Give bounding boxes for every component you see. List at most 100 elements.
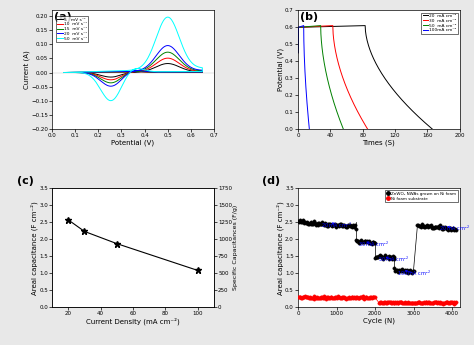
50  mV s⁻¹ [108, 99, 114, 103]
50  mV s⁻¹ [165, 15, 171, 19]
10  mV s⁻¹ [165, 56, 171, 60]
20  mV s⁻¹ [187, 65, 192, 69]
Legend: 5   mV s⁻¹, 10  mV s⁻¹, 15  mV s⁻¹, 20  mV s⁻¹, 50  mV s⁻¹: 5 mV s⁻¹, 10 mV s⁻¹, 15 mV s⁻¹, 20 mV s⁻… [56, 16, 88, 42]
X-axis label: Potential (V): Potential (V) [111, 140, 155, 146]
20  mA cm⁻² [413, 112, 419, 116]
30  mA cm⁻² [363, 124, 368, 128]
10  mV s⁻¹ [187, 67, 192, 71]
Text: (b): (b) [300, 11, 318, 21]
20  mV s⁻¹ [165, 43, 171, 48]
15  mV s⁻¹ [165, 50, 171, 54]
Text: 20 mA cm$^{-2}$: 20 mA cm$^{-2}$ [321, 220, 353, 229]
50  mA cm⁻² [305, 24, 311, 29]
5   mV s⁻¹ [61, 70, 66, 75]
Line: 15  mV s⁻¹: 15 mV s⁻¹ [64, 52, 202, 83]
15  mV s⁻¹ [174, 70, 180, 74]
Y-axis label: Current (A): Current (A) [23, 50, 30, 89]
50  mV s⁻¹ [132, 67, 138, 71]
50  mV s⁻¹ [153, 70, 158, 74]
30  mA cm⁻² [339, 72, 345, 76]
10  mV s⁻¹ [108, 78, 114, 82]
5   mV s⁻¹ [174, 70, 180, 75]
15  mV s⁻¹ [108, 81, 114, 85]
50  mA cm⁻² [335, 112, 341, 116]
Y-axis label: Potential (V): Potential (V) [277, 48, 284, 91]
20  mV s⁻¹ [153, 70, 158, 74]
50  mA cm⁻² [340, 127, 346, 131]
20  mV s⁻¹ [110, 70, 116, 74]
Y-axis label: Areal capacitance (F cm⁻²): Areal capacitance (F cm⁻²) [30, 201, 38, 295]
15  mV s⁻¹ [129, 70, 135, 74]
Text: 30 mA cm$^{-2}$: 30 mA cm$^{-2}$ [358, 239, 389, 249]
50  mV s⁻¹ [61, 70, 66, 75]
Line: 20  mA cm⁻²: 20 mA cm⁻² [298, 26, 432, 129]
20  mV s⁻¹ [61, 70, 66, 75]
Text: (a): (a) [54, 11, 72, 21]
Y-axis label: Areal capacitance (F cm⁻²): Areal capacitance (F cm⁻²) [276, 201, 284, 295]
30  mA cm⁻² [365, 127, 370, 131]
X-axis label: Current Density (mA cm⁻²): Current Density (mA cm⁻²) [86, 318, 180, 325]
100mA cm⁻² [302, 71, 308, 76]
5   mV s⁻¹ [61, 70, 66, 75]
X-axis label: Cycle (N): Cycle (N) [363, 318, 395, 324]
20  mA cm⁻² [332, 24, 338, 28]
100mA cm⁻² [298, 24, 303, 29]
20  mA cm⁻² [379, 71, 384, 76]
10  mV s⁻¹ [129, 70, 135, 74]
20  mA cm⁻² [362, 23, 368, 28]
Text: (d): (d) [263, 176, 281, 186]
Text: (c): (c) [17, 176, 34, 186]
100mA cm⁻² [302, 72, 308, 76]
50  mA cm⁻² [323, 71, 329, 76]
20  mV s⁻¹ [174, 70, 180, 74]
50  mA cm⁻² [318, 23, 324, 28]
10  mV s⁻¹ [61, 70, 66, 75]
5   mV s⁻¹ [187, 68, 192, 72]
Text: 100 mA cm$^{-2}$: 100 mA cm$^{-2}$ [397, 268, 432, 278]
Line: 30  mA cm⁻²: 30 mA cm⁻² [298, 26, 367, 129]
50  mA cm⁻² [295, 51, 301, 55]
50  mA cm⁻² [308, 24, 313, 28]
5   mV s⁻¹ [110, 70, 116, 74]
Line: 50  mA cm⁻²: 50 mA cm⁻² [298, 26, 343, 129]
50  mA cm⁻² [324, 72, 329, 76]
Line: 10  mV s⁻¹: 10 mV s⁻¹ [64, 58, 202, 80]
Line: 5   mV s⁻¹: 5 mV s⁻¹ [64, 63, 202, 77]
5   mV s⁻¹ [132, 70, 138, 74]
X-axis label: Times (S): Times (S) [363, 140, 395, 146]
5   mV s⁻¹ [129, 70, 135, 74]
Line: 100mA cm⁻²: 100mA cm⁻² [298, 26, 310, 129]
Legend: 20  mA cm⁻², 30  mA cm⁻², 50  mA cm⁻², 100mA cm⁻²: 20 mA cm⁻², 30 mA cm⁻², 50 mA cm⁻², 100m… [421, 12, 457, 34]
Text: 50 mA cm$^{-2}$: 50 mA cm$^{-2}$ [378, 255, 410, 264]
50  mV s⁻¹ [187, 58, 192, 62]
Y-axis label: Specific Capacitances (F/g): Specific Capacitances (F/g) [234, 205, 238, 290]
Text: 20 mA cm$^{-2}$: 20 mA cm$^{-2}$ [438, 224, 470, 233]
100mA cm⁻² [305, 112, 311, 116]
30  mA cm⁻² [315, 24, 320, 28]
10  mV s⁻¹ [174, 70, 180, 75]
50  mA cm⁻² [339, 124, 345, 128]
5   mV s⁻¹ [108, 75, 114, 79]
Line: 50  mV s⁻¹: 50 mV s⁻¹ [64, 17, 202, 101]
50  mV s⁻¹ [129, 69, 135, 73]
100mA cm⁻² [295, 51, 301, 55]
20  mV s⁻¹ [108, 84, 114, 88]
20  mV s⁻¹ [132, 69, 138, 73]
Legend: ZnWO₄ NWAs grown on Ni foam, Ni foam substrate: ZnWO₄ NWAs grown on Ni foam, Ni foam sub… [385, 190, 458, 202]
15  mV s⁻¹ [110, 70, 116, 74]
30  mA cm⁻² [338, 71, 344, 76]
30  mA cm⁻² [310, 24, 316, 29]
10  mV s⁻¹ [61, 70, 66, 75]
20  mA cm⁻² [426, 124, 431, 128]
Line: 20  mV s⁻¹: 20 mV s⁻¹ [64, 46, 202, 86]
100mA cm⁻² [306, 124, 312, 128]
15  mV s⁻¹ [132, 69, 138, 73]
20  mV s⁻¹ [129, 70, 135, 74]
50  mV s⁻¹ [61, 70, 66, 75]
15  mV s⁻¹ [61, 70, 66, 75]
50  mV s⁻¹ [110, 69, 116, 73]
100mA cm⁻² [299, 24, 304, 28]
15  mV s⁻¹ [187, 66, 192, 70]
10  mV s⁻¹ [132, 70, 138, 74]
15  mV s⁻¹ [153, 70, 158, 74]
